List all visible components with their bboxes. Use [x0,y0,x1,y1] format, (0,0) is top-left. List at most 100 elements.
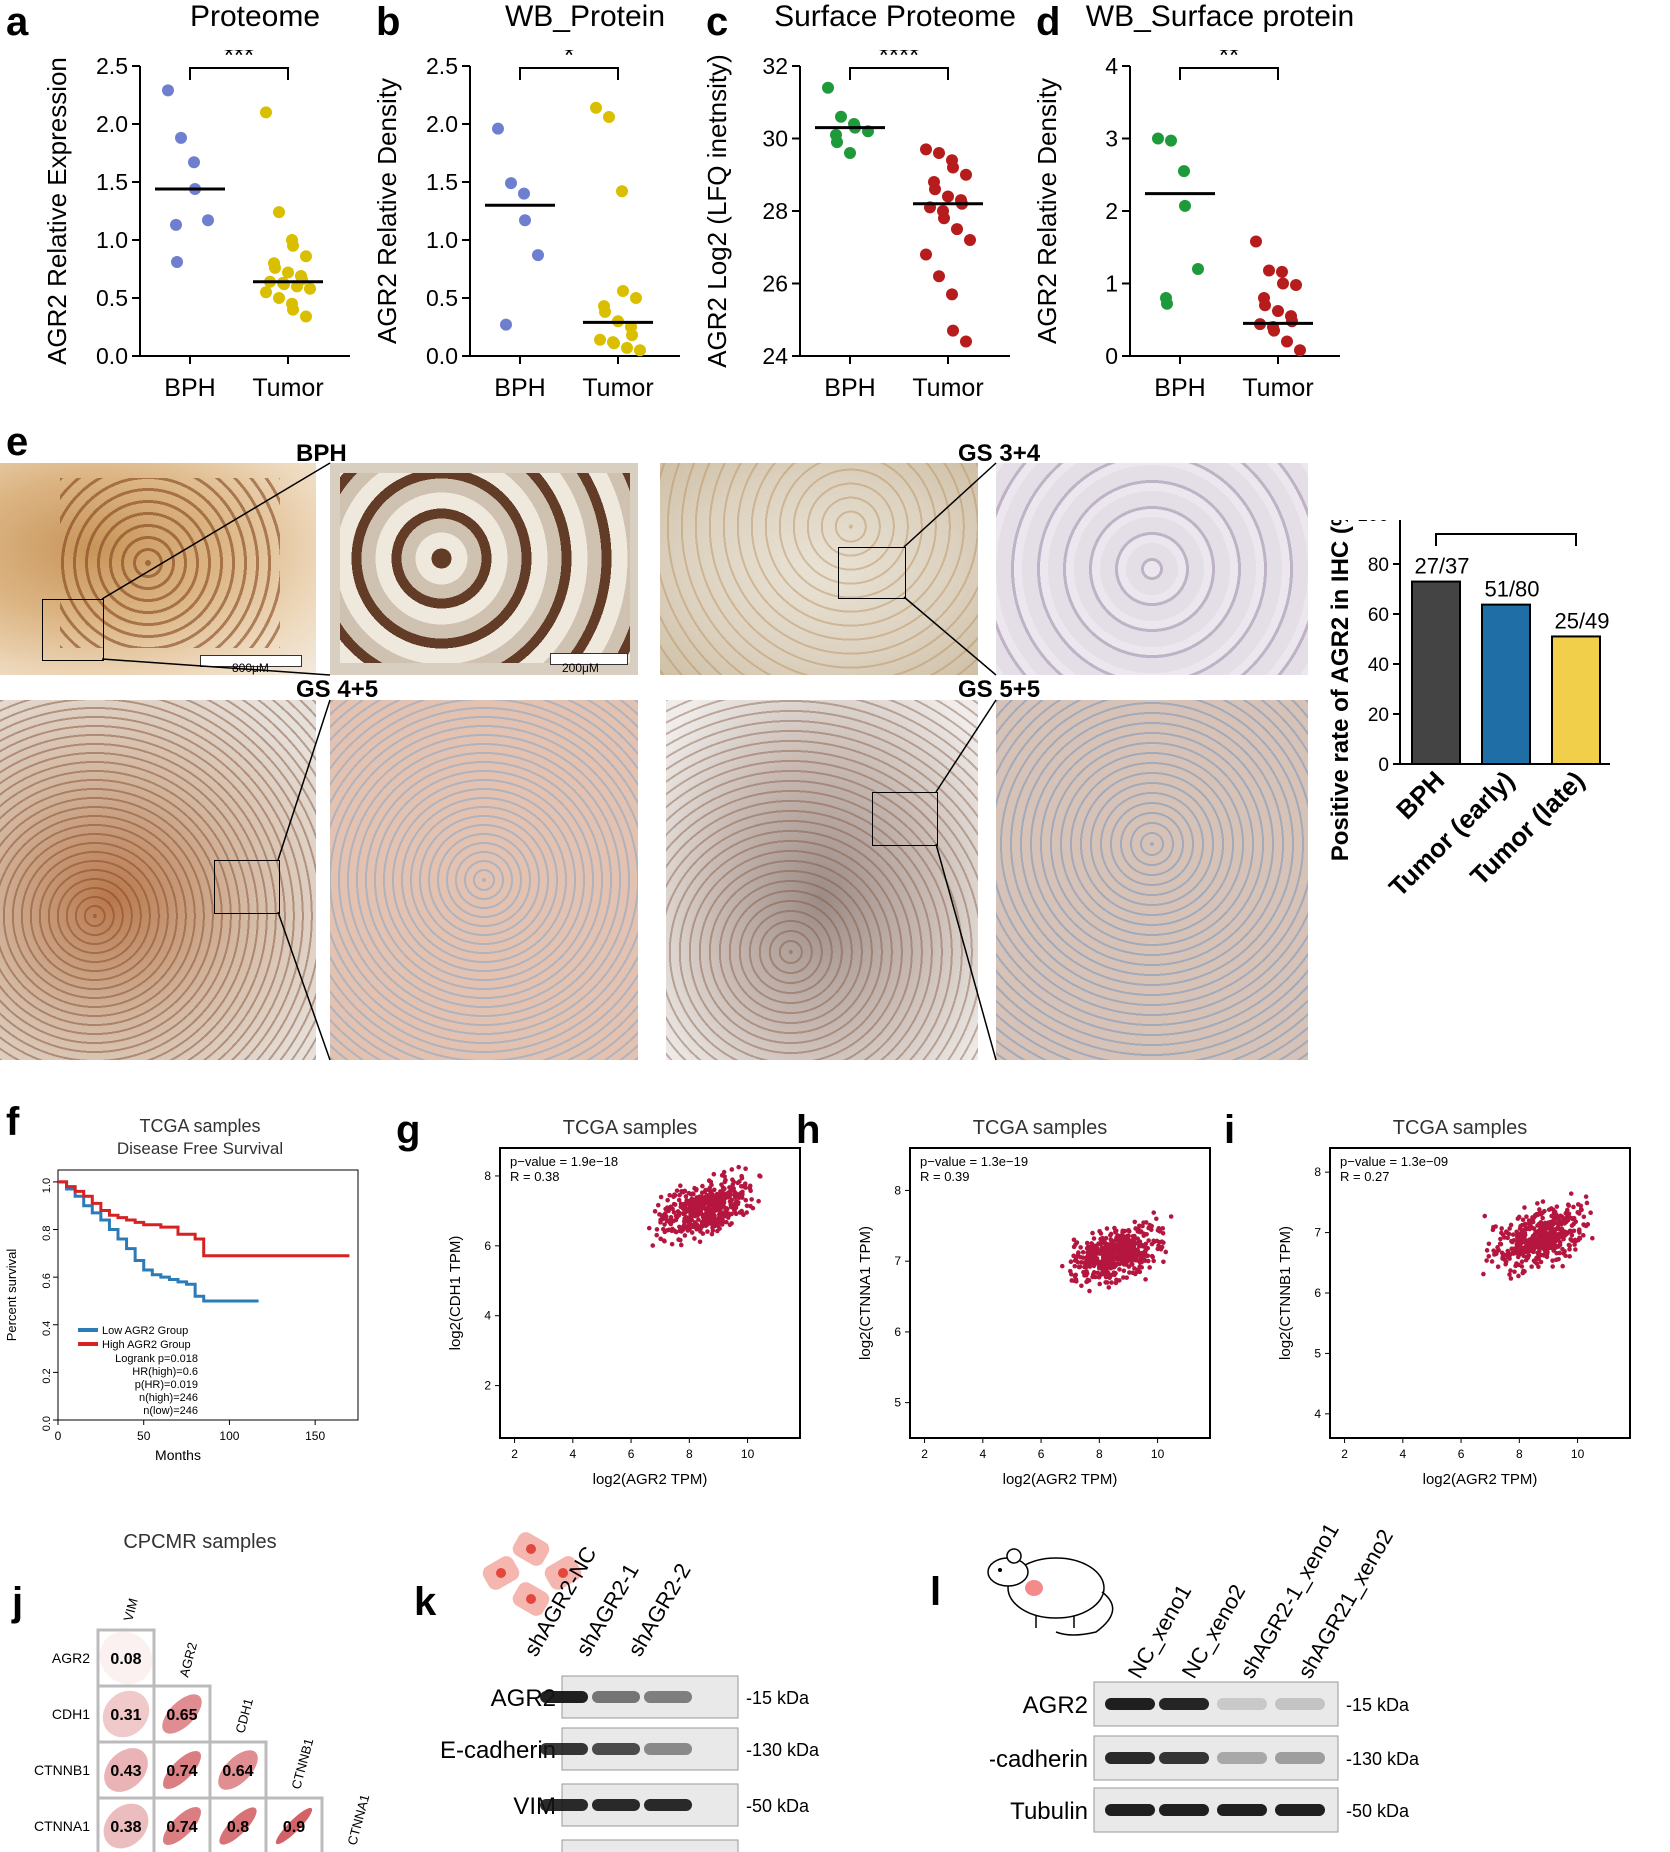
data-point [1540,1243,1546,1249]
col-label: CTNNA1 [344,1793,372,1847]
data-point [748,1188,753,1194]
data-point [708,1202,714,1208]
data-point [662,1238,667,1244]
p-value-label: p−value = 1.9e−18 [510,1154,618,1169]
data-point [747,1183,753,1189]
x-tick-label: 50 [137,1429,151,1443]
x-tick-label: Tumor [1242,374,1313,402]
y-tick-label: 0 [1105,343,1118,369]
row-label: E-cadherin [990,1746,1088,1773]
data-point [1577,1236,1583,1241]
data-point [1139,1265,1145,1270]
data-point [717,1215,723,1221]
data-point [594,333,606,346]
data-point [1107,1244,1113,1249]
data-point [715,1197,720,1203]
band [644,1691,692,1703]
data-point [686,1221,692,1227]
data-point [1539,1252,1544,1258]
data-point [722,1179,728,1185]
data-point [1077,1264,1083,1269]
data-point [757,1173,762,1179]
data-point [1125,1242,1130,1247]
data-point [712,1187,717,1193]
band [1275,1698,1325,1710]
data-point [1540,1215,1545,1221]
data-point [1122,1228,1128,1234]
blot-strip [561,1839,739,1852]
gs34-micrograph-low [660,463,978,675]
data-point [1290,278,1302,291]
data-point [665,1197,670,1203]
data-point [608,337,620,350]
data-point [1518,1223,1523,1229]
y-tick-label: 5 [894,1396,901,1410]
y-axis-label: Positive rate of AGR2 in IHC (%) [1330,520,1354,861]
data-point [1560,1246,1565,1252]
band [592,1743,640,1755]
data-point [1081,1269,1086,1275]
data-point [1507,1272,1512,1277]
data-point [831,136,843,149]
data-point [1511,1238,1517,1243]
data-point [1272,305,1284,318]
data-point [1548,1231,1553,1236]
data-point [1578,1203,1584,1209]
data-point [668,1215,674,1220]
data-point [667,1192,672,1198]
heat-ellipse [99,1631,153,1685]
y-tick-label: 1.5 [96,169,128,195]
data-point [689,1217,695,1223]
data-point [1094,1256,1100,1261]
data-point [1508,1276,1514,1281]
data-point [1526,1253,1532,1258]
data-point [691,1208,697,1214]
survival-curve-1 [58,1180,350,1258]
data-point [1100,1266,1105,1271]
data-point [1075,1259,1081,1265]
kda-label: -15 kDa [1346,1695,1410,1715]
data-point [1140,1223,1145,1229]
data-point [1516,1214,1522,1220]
data-point [721,1211,727,1216]
data-point [1508,1222,1514,1228]
y-tick-label: 2 [1105,198,1118,224]
significance-stars: * [564,50,574,70]
data-point [1059,1263,1065,1269]
data-point [669,1241,675,1247]
x-tick-label: BPH [824,374,875,402]
data-point [929,183,941,196]
heat-value: 0.9 [283,1819,305,1836]
row-label: E-cadherin [440,1737,556,1764]
data-point [1538,1220,1544,1225]
data-point [1531,1258,1537,1264]
y-tick-label: 80 [1368,555,1389,576]
data-point [1098,1259,1103,1265]
data-point [1486,1241,1492,1247]
data-point [942,190,954,203]
data-point [519,214,531,227]
data-point [678,1242,684,1248]
data-point [721,1200,727,1206]
data-point [1576,1211,1582,1216]
data-point [1529,1245,1535,1251]
y-tick-label: 1.0 [41,1178,53,1193]
r-value-label: R = 0.27 [1340,1169,1390,1184]
bar-2 [1551,635,1601,765]
data-point [1126,1229,1132,1234]
data-point [725,1194,731,1200]
data-point [1569,1216,1575,1221]
row-label: AGR2 [1023,1692,1088,1719]
kda-label: -50 kDa [1346,1801,1410,1821]
data-point [1505,1235,1510,1241]
data-point [1163,1249,1169,1255]
x-tick-label: 150 [305,1429,325,1443]
data-point [700,1204,706,1210]
row-label: CDH1 [52,1706,90,1722]
data-point [732,1201,737,1207]
data-point [1572,1242,1577,1247]
r-value-label: R = 0.39 [920,1169,970,1184]
data-point [666,1227,672,1233]
panel-c-title: Surface Proteome [774,0,1016,33]
data-point [1089,1250,1095,1256]
